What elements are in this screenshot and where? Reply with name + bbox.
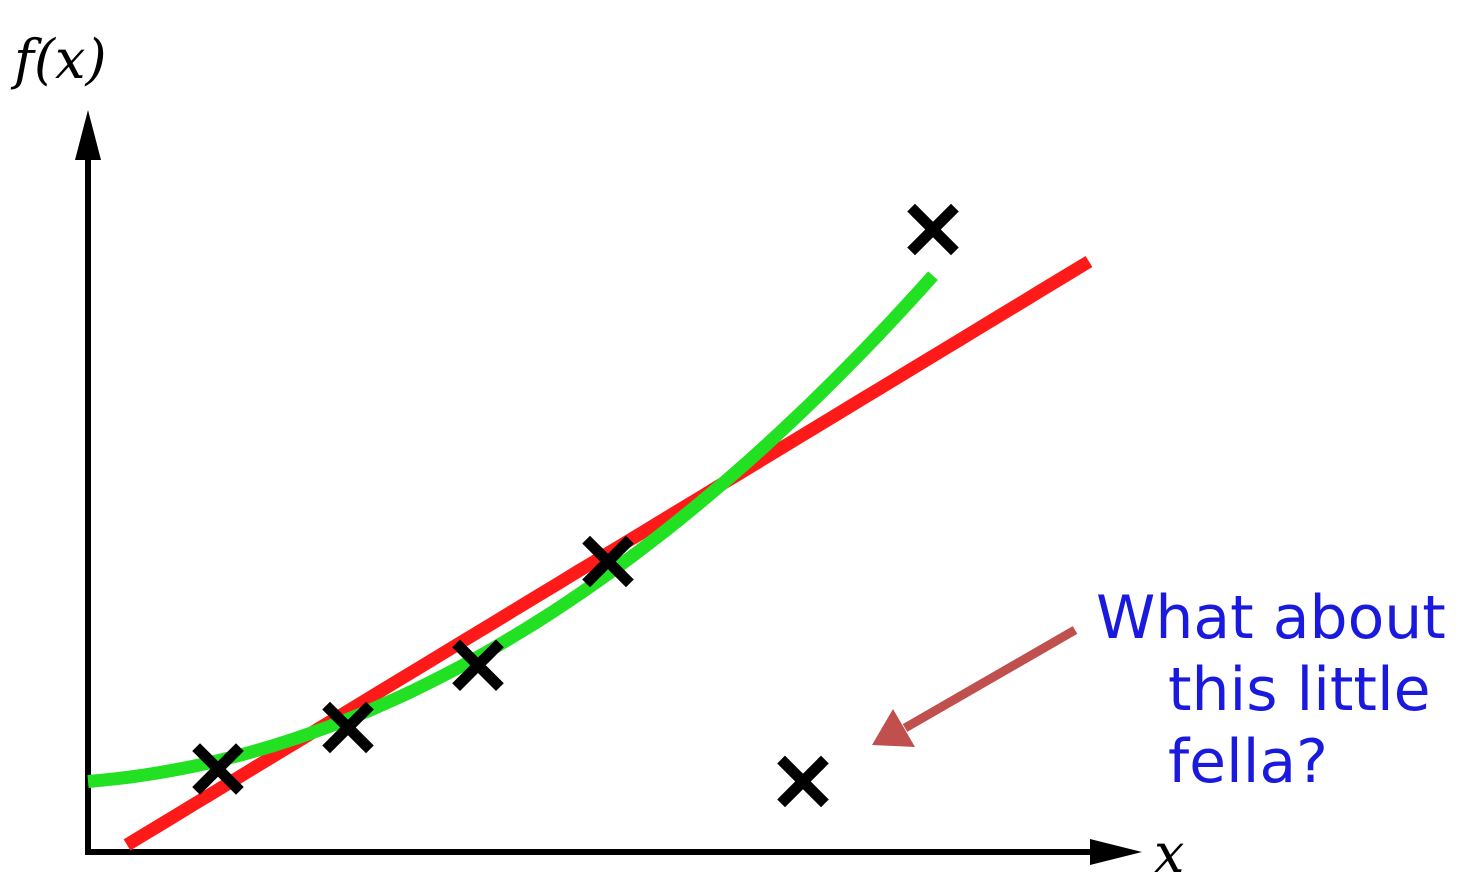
outlier-point-marker — [777, 755, 829, 808]
marker-stroke — [452, 639, 504, 692]
y-axis-label: f(x) — [10, 28, 107, 91]
annotation-line-1: What about — [1096, 583, 1446, 653]
data-point-marker — [452, 639, 504, 692]
annotation-line-2: this little — [1168, 655, 1431, 725]
x-axis-label: x — [1154, 822, 1184, 879]
data-point-marker — [192, 743, 244, 795]
fit-curves — [87, 255, 1093, 851]
axes: f(x) x — [10, 28, 1184, 879]
data-point-marker — [907, 203, 959, 256]
arrow-head — [872, 709, 915, 747]
data-point-marker — [322, 701, 374, 754]
marker-stroke — [192, 743, 244, 795]
x-axis-arrowhead — [1090, 839, 1142, 865]
data-point-marker — [582, 535, 634, 588]
y-axis-arrowhead — [75, 110, 101, 160]
marker-stroke — [777, 755, 829, 808]
arrow-shaft — [902, 626, 1078, 732]
annotation-text: What about this little fella? — [1096, 583, 1465, 797]
linear-fit-line — [123, 255, 1093, 851]
marker-stroke — [582, 535, 634, 588]
quadratic-fit-line — [87, 271, 938, 788]
annotation-arrow — [872, 626, 1078, 747]
annotation-line-3: fella? — [1168, 727, 1328, 797]
data-points — [192, 203, 959, 808]
marker-stroke — [322, 701, 374, 754]
marker-stroke — [907, 203, 959, 256]
